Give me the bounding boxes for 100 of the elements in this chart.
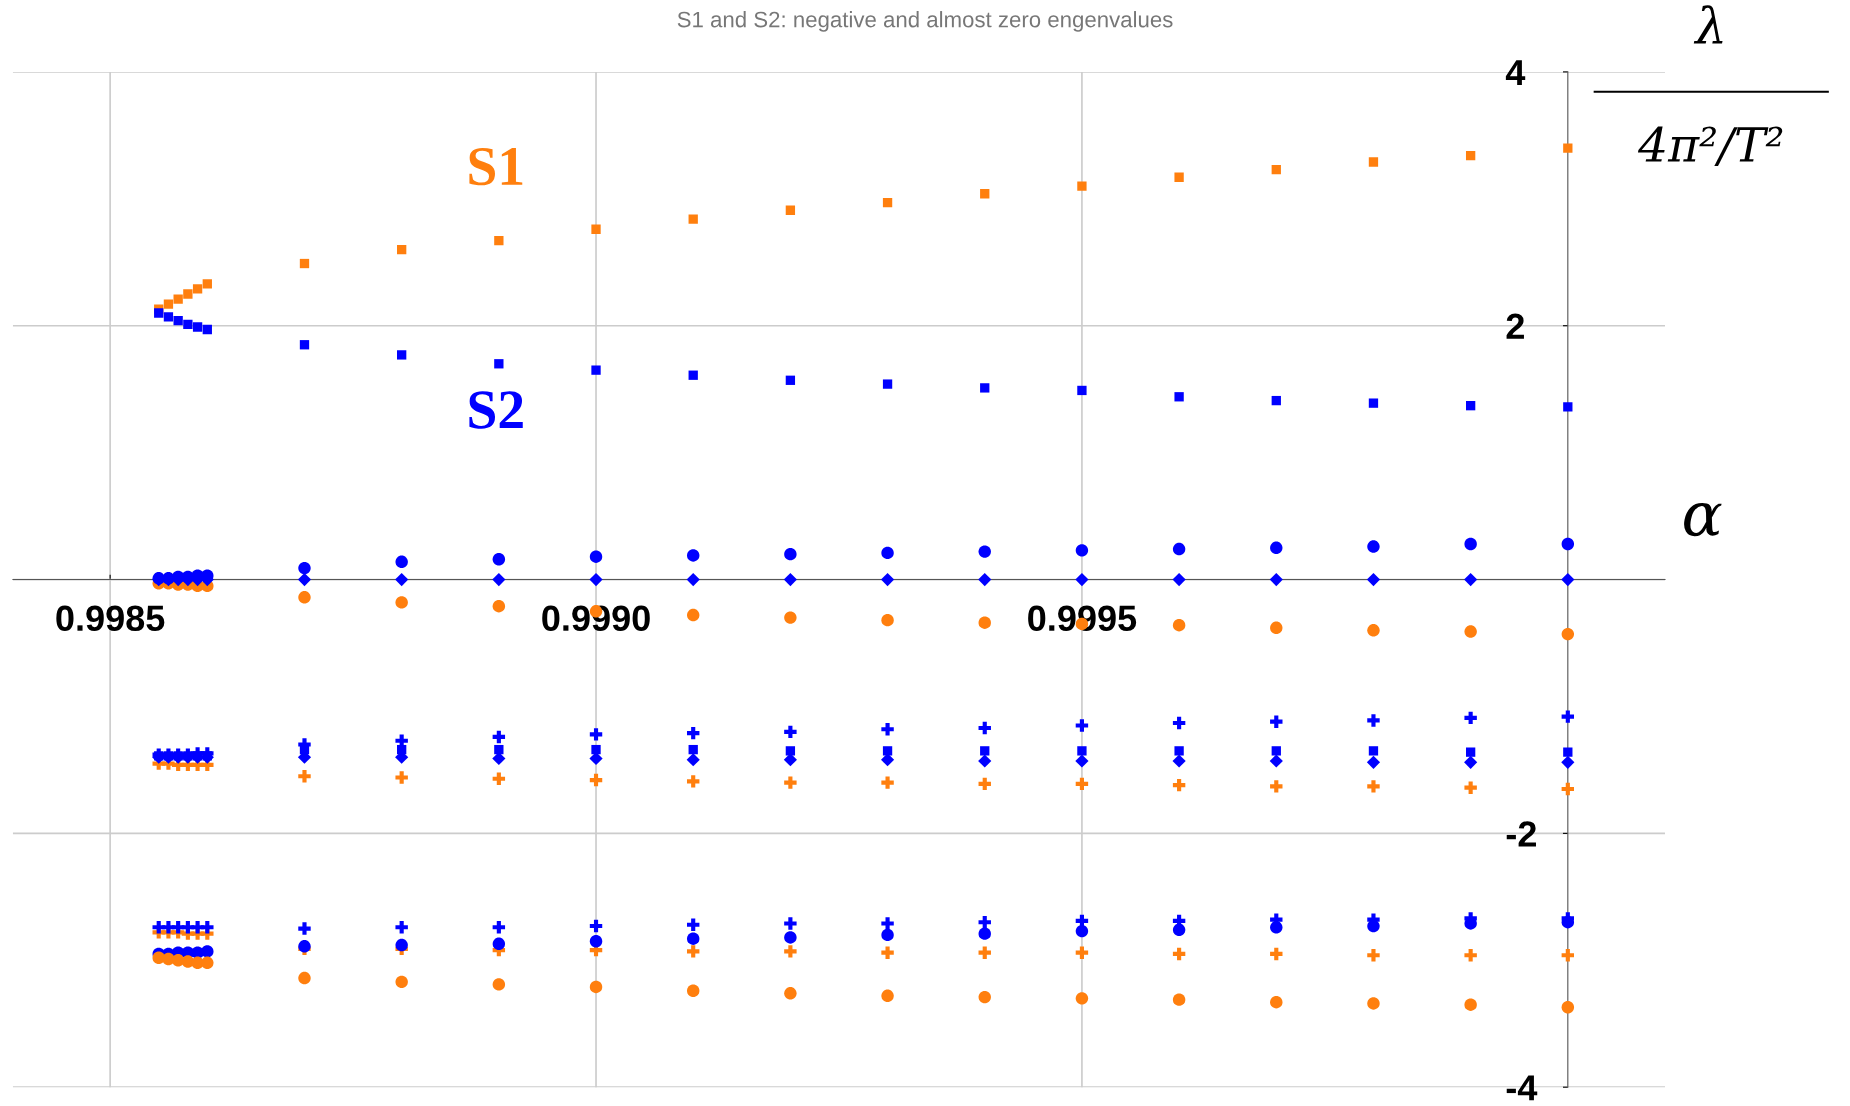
point xyxy=(784,917,797,930)
point xyxy=(686,549,700,562)
point xyxy=(397,350,407,360)
point xyxy=(1367,714,1380,727)
point xyxy=(299,258,310,269)
point xyxy=(1464,537,1477,551)
point xyxy=(688,744,698,755)
point xyxy=(492,599,506,613)
point xyxy=(1075,719,1089,732)
point xyxy=(1075,946,1089,959)
point xyxy=(395,938,408,952)
point xyxy=(298,971,311,985)
point xyxy=(298,561,311,575)
point xyxy=(784,931,797,944)
point xyxy=(202,324,212,335)
point xyxy=(784,547,797,561)
point xyxy=(1561,537,1575,551)
point xyxy=(1172,993,1186,1006)
point xyxy=(1563,747,1573,757)
point xyxy=(1465,401,1476,411)
annotation: S1 xyxy=(469,148,523,186)
point xyxy=(397,244,407,255)
point xyxy=(1172,754,1186,768)
point xyxy=(494,744,504,755)
point xyxy=(784,611,797,624)
text: λ 4π²/T² xyxy=(1637,5,1783,166)
point xyxy=(1464,781,1477,794)
point xyxy=(1367,997,1380,1010)
point xyxy=(784,987,797,1000)
point xyxy=(978,990,991,1004)
point xyxy=(688,370,698,380)
point xyxy=(163,312,174,322)
point xyxy=(1270,921,1283,934)
point xyxy=(686,945,700,958)
point xyxy=(154,308,164,318)
point xyxy=(881,917,894,930)
point xyxy=(589,550,603,563)
point xyxy=(1271,746,1281,756)
point xyxy=(1172,778,1186,792)
point xyxy=(978,927,991,940)
x-tick-label: 0.9985 xyxy=(56,605,165,632)
point xyxy=(1465,747,1476,757)
point xyxy=(395,596,408,609)
point xyxy=(1172,947,1186,961)
point xyxy=(688,214,698,224)
point xyxy=(783,753,797,767)
point xyxy=(686,918,700,931)
point xyxy=(1561,1001,1575,1014)
point xyxy=(1271,164,1281,175)
point xyxy=(1563,402,1573,412)
point xyxy=(1077,385,1087,396)
point xyxy=(1563,143,1573,153)
point xyxy=(1367,949,1380,962)
point xyxy=(1366,755,1381,769)
point xyxy=(173,315,183,326)
point xyxy=(589,728,603,741)
point xyxy=(201,921,214,934)
point xyxy=(881,946,894,959)
point xyxy=(589,773,603,787)
x-tick-label: 0.9995 xyxy=(1028,605,1137,632)
point xyxy=(978,777,991,791)
point xyxy=(1174,172,1184,182)
point xyxy=(1464,755,1478,769)
point xyxy=(1464,998,1477,1011)
point xyxy=(298,922,311,935)
point xyxy=(978,572,992,587)
point xyxy=(785,205,796,215)
point xyxy=(1465,150,1476,161)
point xyxy=(1368,398,1379,408)
point xyxy=(1367,624,1380,637)
point xyxy=(785,375,796,385)
point xyxy=(1561,949,1575,962)
point xyxy=(299,340,310,350)
point xyxy=(1172,542,1186,556)
point xyxy=(1077,181,1087,191)
point xyxy=(1366,572,1381,587)
point xyxy=(163,299,174,309)
point xyxy=(1075,777,1089,791)
point xyxy=(1464,572,1478,587)
point xyxy=(492,553,506,566)
point xyxy=(1271,395,1281,406)
point xyxy=(1464,949,1477,962)
point xyxy=(686,753,700,767)
point xyxy=(1368,157,1379,167)
point xyxy=(882,379,893,389)
point xyxy=(1075,924,1089,938)
point xyxy=(1464,625,1477,638)
point xyxy=(1075,754,1089,768)
point xyxy=(980,383,990,393)
point xyxy=(589,935,603,948)
point xyxy=(492,921,506,934)
point xyxy=(1561,755,1575,769)
point xyxy=(686,608,700,622)
point xyxy=(1368,746,1379,756)
point xyxy=(395,921,408,934)
point xyxy=(1561,916,1575,929)
point xyxy=(686,932,700,945)
point xyxy=(183,289,193,299)
point xyxy=(1075,572,1089,587)
point xyxy=(1269,754,1283,768)
